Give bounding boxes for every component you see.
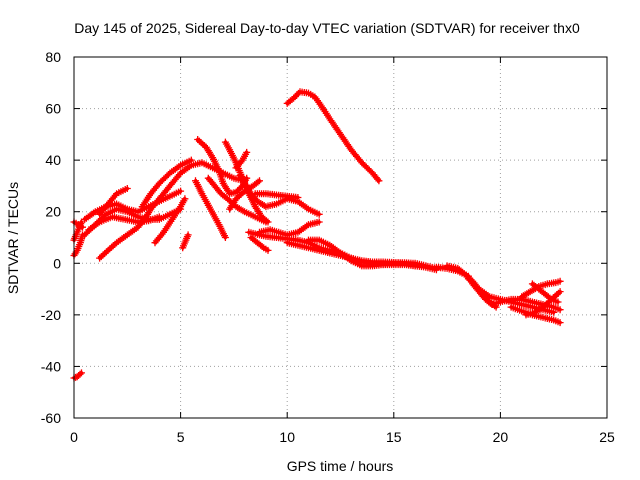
series-markers [226,177,263,213]
axis-ticks: 0 5 10 15 20 25 -60 -40 -20 0 20 40 60 80 [41,49,615,445]
series-arc-21 [256,218,323,239]
x-tick-label: 0 [70,429,78,445]
x-tick-label: 20 [493,429,509,445]
x-tick-label: 25 [599,429,615,445]
series-arc-08 [96,185,131,218]
series-markers [70,369,85,382]
series-markers [96,185,131,218]
series-arc-33 [528,280,562,306]
series-markers [151,195,189,247]
series-markers [96,159,249,262]
series-arc-26 [283,88,383,185]
plot-frame [73,56,608,419]
series-arc-20 [251,190,302,201]
grid-lines [74,57,607,418]
y-tick-label: -60 [41,410,61,426]
series-arc-25 [305,236,419,270]
series-markers [138,156,195,211]
y-tick-label: 80 [45,49,61,65]
series-arc-14 [192,177,229,241]
series-markers [204,174,270,226]
y-tick-label: 0 [53,255,61,271]
series-arc-01 [70,369,85,382]
series-arc-31 [518,277,564,301]
y-tick-label: 40 [45,152,61,168]
series-markers [179,231,192,252]
series-markers [464,275,500,311]
series-markers [192,177,229,241]
series-arc-10 [151,195,189,247]
series-markers [232,148,251,172]
series-arc-07 [81,187,185,223]
series-arc-12 [179,231,192,252]
x-tick-label: 5 [177,429,185,445]
series-markers [283,88,383,185]
series-arc-19 [232,148,251,172]
x-tick-label: 10 [279,429,295,445]
series-arc-22 [247,234,272,254]
y-tick-label: 20 [45,204,61,220]
y-tick-label: -20 [41,307,61,323]
series-markers [528,280,562,306]
series-arc-30 [507,303,564,327]
data-series-layer [70,88,564,382]
x-axis-label: GPS time / hours [287,458,394,474]
series-markers [251,190,302,201]
y-axis-label: SDTVAR / TECUs [5,182,21,294]
series-markers [247,234,272,254]
chart-title: Day 145 of 2025, Sidereal Day-to-day VTE… [74,20,580,36]
series-arc-18 [226,177,263,213]
series-markers [81,187,185,223]
series-arc-11 [138,156,195,211]
y-tick-label: 60 [45,101,61,117]
series-arc-29 [464,275,500,311]
series-markers [305,236,419,270]
y-tick-label: -40 [41,358,61,374]
x-tick-label: 15 [386,429,402,445]
